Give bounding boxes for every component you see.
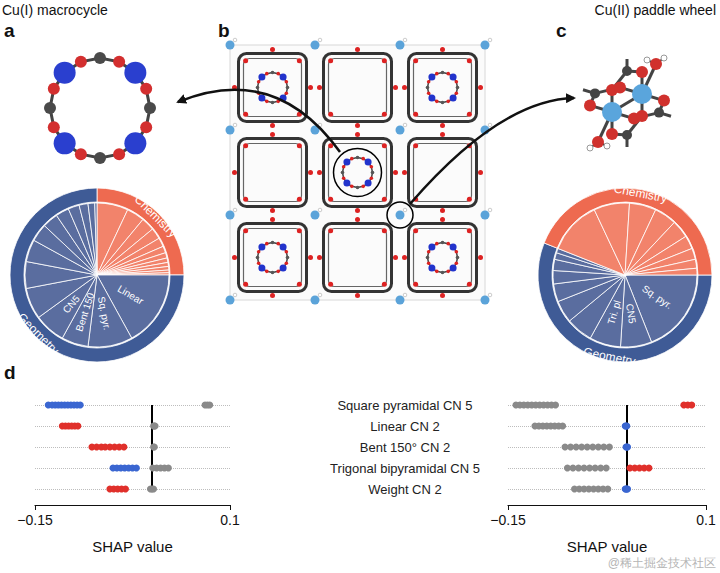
html-text:Cu(II) paddle wheel: Cu(II) paddle wheel — [594, 2, 716, 18]
svg-text:Geometry: Geometry — [582, 345, 636, 369]
svg-text:Bent 150° CN 2: Bent 150° CN 2 — [360, 440, 450, 455]
html-text:@稀土掘金技术社区: @稀土掘金技术社区 — [607, 556, 716, 570]
svg-text:SHAP value: SHAP value — [92, 538, 173, 555]
svg-text:−0.15: −0.15 — [17, 512, 53, 528]
html-text:b: b — [218, 20, 230, 41]
html-text:d: d — [4, 362, 16, 383]
svg-text:Sq. pyr.: Sq. pyr. — [96, 296, 113, 331]
svg-text:Geometry: Geometry — [15, 310, 62, 357]
html-text:c: c — [556, 20, 567, 41]
svg-text:Tri. pl: Tri. pl — [605, 299, 622, 326]
html-text:Cu(I) macrocycle: Cu(I) macrocycle — [2, 2, 108, 18]
svg-text:Linear: Linear — [116, 283, 146, 307]
svg-text:Trigonal bipyramidal CN 5: Trigonal bipyramidal CN 5 — [330, 461, 480, 476]
svg-text:Chemistry: Chemistry — [613, 182, 669, 206]
svg-text:CN5: CN5 — [60, 293, 82, 316]
svg-text:Square pyramidal CN 5: Square pyramidal CN 5 — [337, 398, 472, 413]
svg-text:0.1: 0.1 — [220, 512, 240, 528]
html-text:a: a — [4, 20, 15, 41]
svg-text:SHAP value: SHAP value — [567, 538, 648, 555]
svg-text:Chemistry: Chemistry — [132, 192, 180, 240]
svg-text:Sq. pyr.: Sq. pyr. — [640, 283, 674, 311]
svg-text:Linear CN 2: Linear CN 2 — [370, 419, 439, 434]
svg-text:Bent 150: Bent 150 — [73, 291, 97, 333]
svg-text:CN5: CN5 — [624, 303, 638, 325]
svg-text:Weight CN 2: Weight CN 2 — [368, 482, 441, 497]
svg-text:0.1: 0.1 — [696, 512, 716, 528]
svg-text:−0.15: −0.15 — [490, 512, 526, 528]
